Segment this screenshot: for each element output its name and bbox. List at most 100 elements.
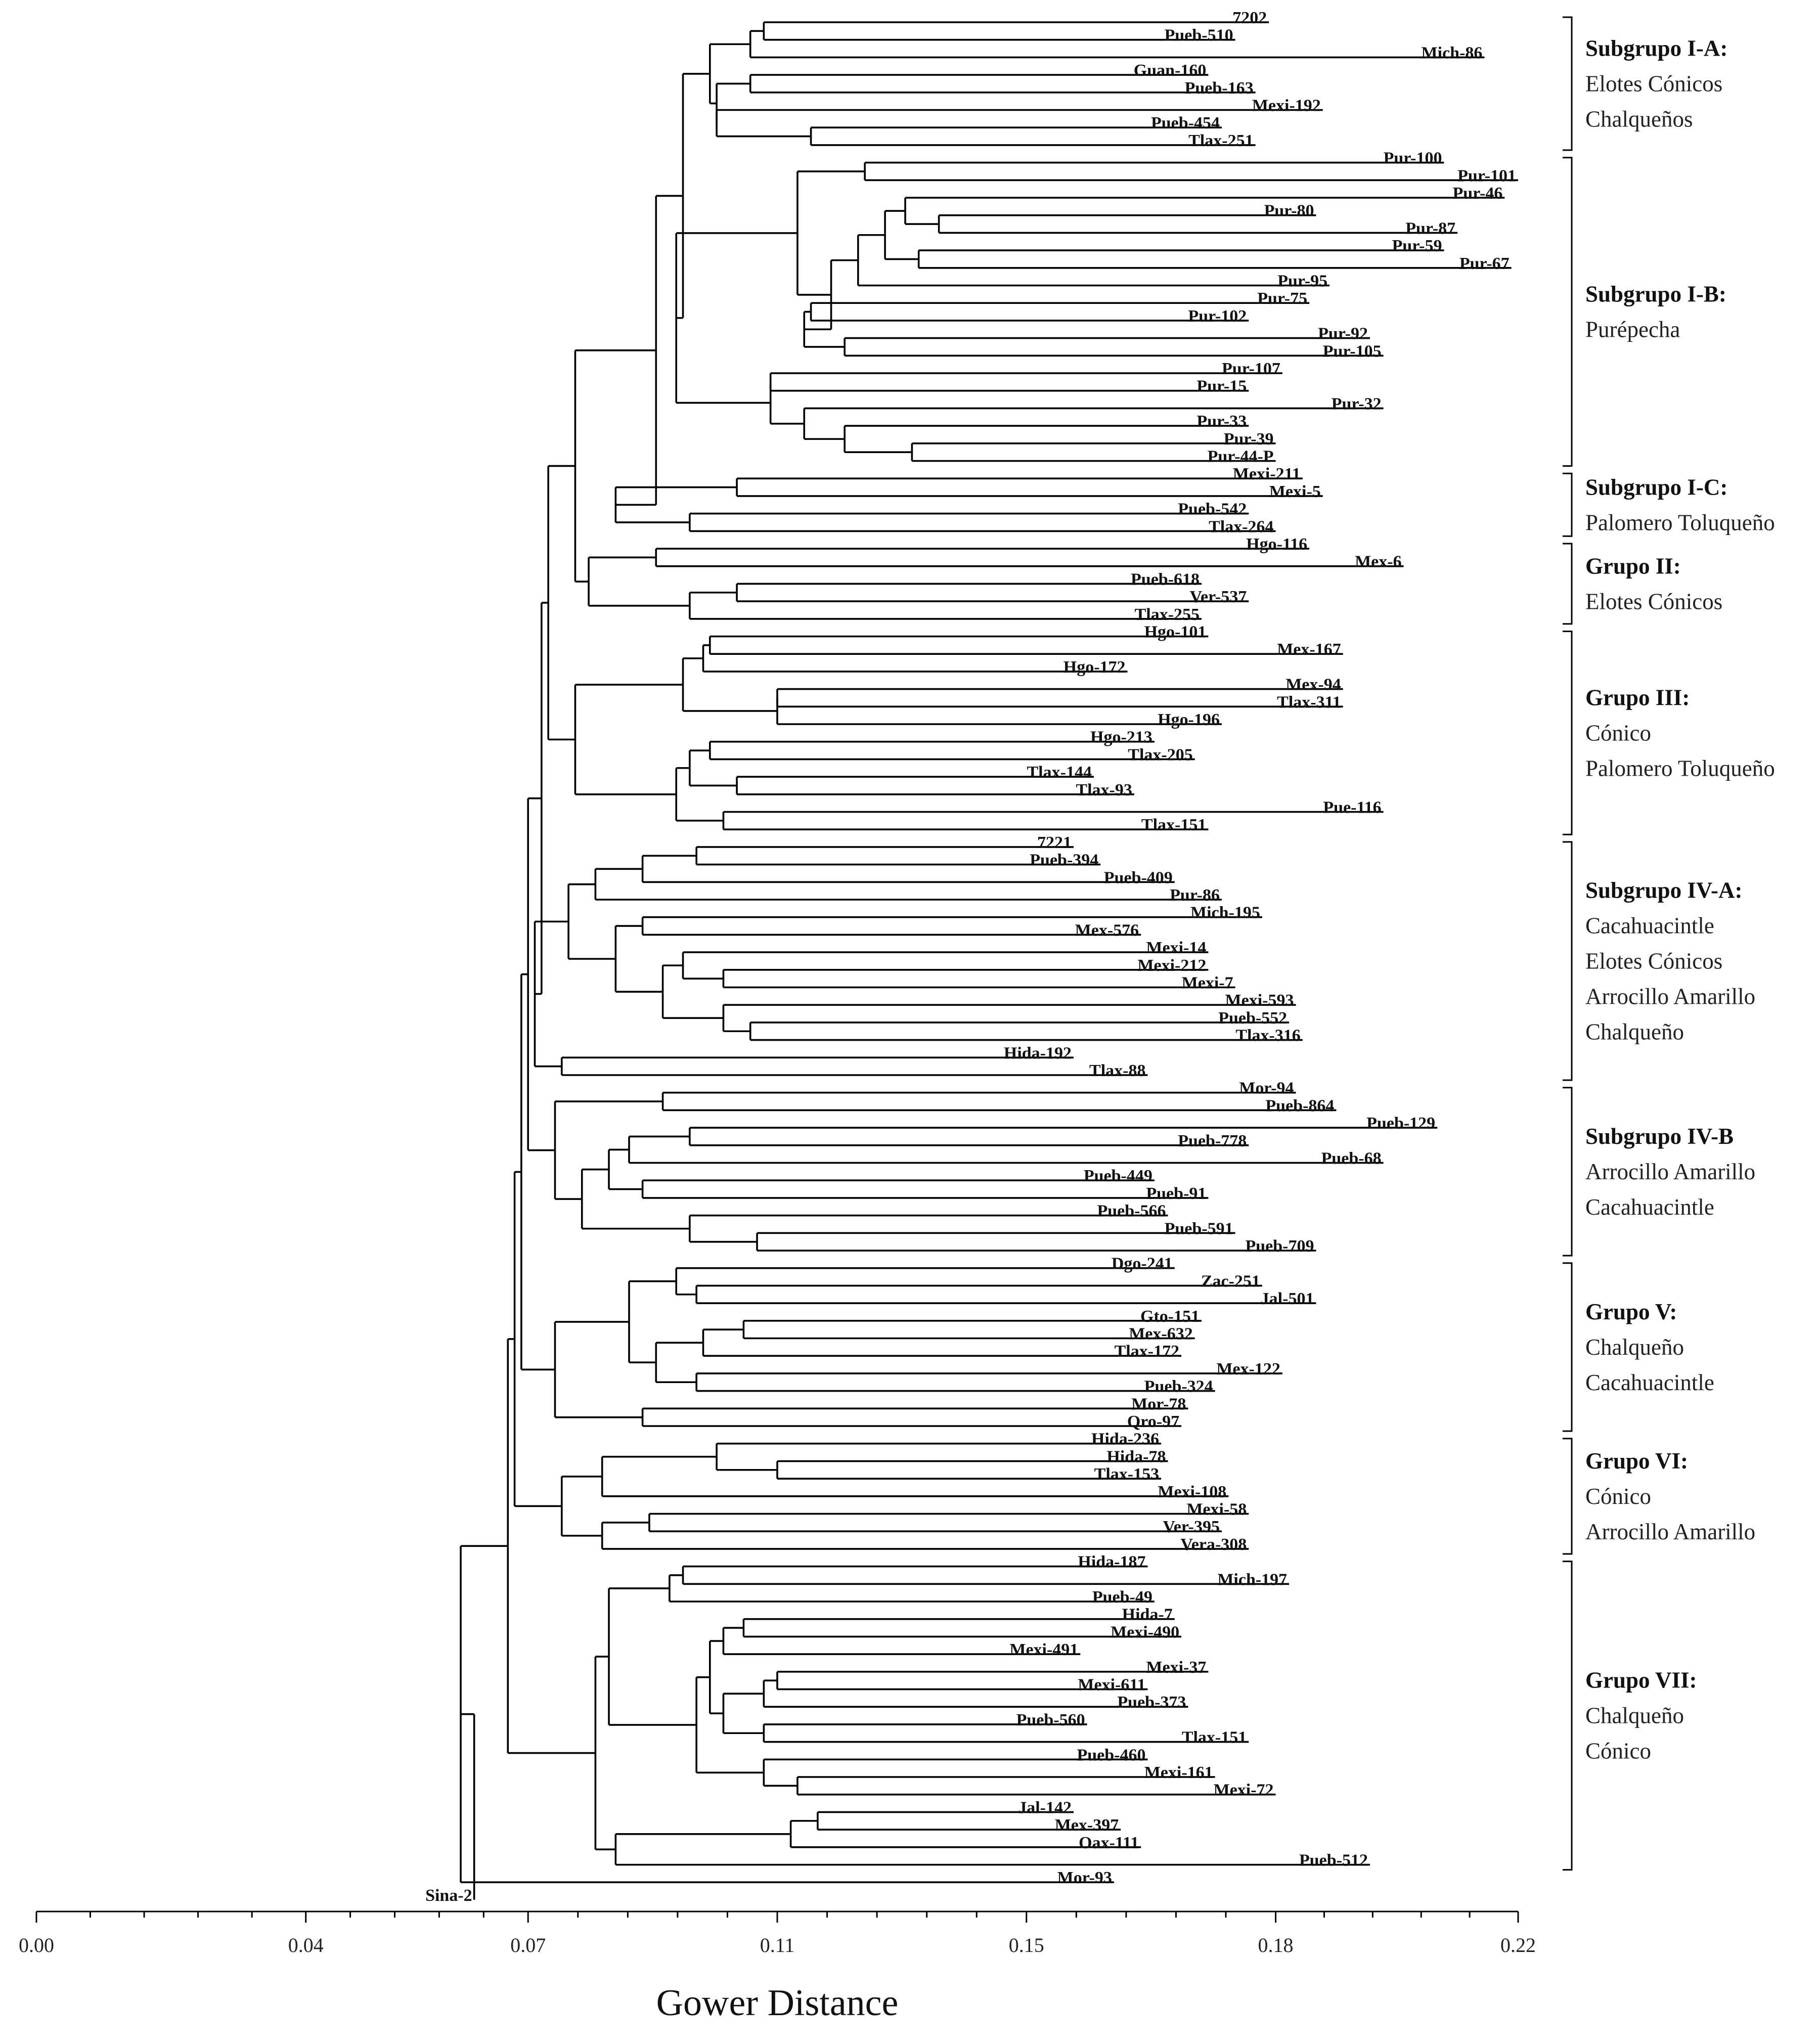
leaf-label: Tlax-151 [1141,816,1206,834]
group-description: Cacahuacintle [1585,1194,1714,1220]
leaf-lines-and-labels: 7202Pueb-510Mich-86Guan-160Pueb-163Mexi-… [425,9,1518,1905]
leaf-label: Mexi-7 [1182,974,1233,993]
leaf-label: Pueb-864 [1265,1096,1334,1115]
leaf-label: Pueb-394 [1030,851,1098,870]
group-description: Arrocillo Amarillo [1585,984,1755,1009]
group-description: Chalqueño [1585,1703,1684,1728]
group-description: Chalqueño [1585,1019,1684,1044]
leaf-label: Tlax-264 [1209,517,1273,536]
leaf-label: Hgo-172 [1063,658,1126,677]
x-axis: 0.00 0.04 0.07 0.11 0.15 0.18 0.22 Gower Dista… [19,1910,1536,2024]
leaf-label: Mexi-37 [1146,1658,1206,1677]
leaf-label: Pur-95 [1277,272,1327,291]
x-tick-label: 0.18 [1258,1934,1294,1957]
leaf-label: Pur-39 [1224,430,1274,449]
leaf-label: Pueb-163 [1185,79,1254,98]
group-title: Grupo II: [1585,553,1681,579]
x-axis-ticks: 0.00 0.04 0.07 0.11 0.15 0.18 0.22 [19,1912,1536,1957]
leaf-label: Mex-167 [1277,640,1341,659]
group-title: Subgrupo IV-A: [1585,877,1743,903]
leaf-label: Mex-632 [1129,1325,1193,1344]
leaf-label: Pueb-373 [1117,1693,1186,1712]
x-tick-label: 0.07 [510,1934,546,1957]
leaf-label: Pueb-324 [1144,1378,1213,1396]
group-description: Chalqueños [1585,106,1693,131]
leaf-label: 7202 [1232,9,1267,27]
leaf-label: Pur-100 [1384,149,1442,168]
x-tick-label: 0.04 [288,1934,324,1957]
leaf-label: Mor-93 [1057,1869,1112,1887]
leaf-label: Mexi-490 [1111,1623,1179,1641]
group-bracket [1563,841,1573,1081]
leaf-label: Hgo-116 [1246,535,1307,554]
tree-branches [460,22,940,1900]
leaf-label: Pur-15 [1196,377,1247,396]
leaf-label: Pur-105 [1323,342,1382,361]
group-description: Cónico [1585,1739,1651,1764]
group-title: Subgrupo I-A: [1585,35,1727,61]
x-tick-label: 0.00 [19,1934,54,1957]
leaf-label: Pur-101 [1457,166,1516,185]
leaf-label: Jal-142 [1018,1798,1072,1817]
leaf-label: Hgo-196 [1158,710,1220,729]
leaf-label: Pueb-129 [1366,1114,1435,1133]
leaf-label: Mor-94 [1239,1079,1294,1098]
group-description: Palomero Toluqueño [1585,756,1775,781]
leaf-label: Pur-33 [1196,412,1247,431]
leaf-label: Mexi-211 [1233,465,1301,483]
leaf-label: Ver-395 [1163,1518,1220,1536]
leaf-label: Tlax-151 [1182,1728,1247,1747]
leaf-label: Mexi-161 [1144,1763,1213,1782]
leaf-label: Pueb-618 [1131,570,1200,589]
group-title: Subgrupo I-C: [1585,474,1727,500]
group-bracket [1563,1262,1573,1432]
group-title: Grupo VII: [1585,1668,1697,1693]
leaf-label: Pur-59 [1392,237,1442,255]
leaf-label: Pur-44-P [1208,448,1274,466]
leaf-label: Pur-102 [1188,307,1247,326]
leaf-label: Hgo-213 [1090,728,1152,747]
leaf-label: Mexi-611 [1078,1676,1145,1695]
leaf-label: Hida-187 [1078,1553,1145,1572]
leaf-label: Mexi-108 [1158,1483,1226,1501]
leaf-label: Hida-192 [1004,1044,1072,1062]
x-tick-label: 0.11 [760,1934,795,1957]
leaf-label: Oax-111 [1079,1834,1139,1852]
leaf-label: Hida-78 [1106,1447,1166,1466]
leaf-label: Vera-308 [1180,1535,1247,1554]
group-description: Chalqueño [1585,1335,1684,1360]
leaf-label: Gto-151 [1140,1307,1200,1326]
leaf-label: Pur-46 [1453,184,1503,203]
leaf-label: Mex-576 [1075,921,1139,940]
leaf-label: Pur-67 [1459,254,1510,273]
leaf-label: Pueb-510 [1165,26,1233,45]
group-title: Subgrupo IV-B [1585,1124,1734,1149]
leaf-label: Mex-122 [1216,1360,1280,1379]
group-description: Cacahuacintle [1585,1370,1714,1395]
leaf-label: Tlax-144 [1027,763,1092,782]
group-description: Arrocillo Amarillo [1585,1159,1755,1184]
x-tick-label: 0.22 [1500,1934,1536,1957]
leaf-label: Mor-78 [1131,1395,1186,1413]
group-description: Elotes Cónicos [1585,71,1722,96]
group-description: Cacahuacintle [1585,913,1714,938]
leaf-label: Pueb-709 [1245,1237,1314,1256]
leaf-label: Mex-94 [1285,676,1341,694]
leaf-label: Mexi-72 [1214,1781,1274,1800]
leaf-label: Pueb-409 [1104,868,1173,887]
group-title: Subgrupo I-B: [1585,282,1726,307]
leaf-label: Pueb-560 [1016,1711,1085,1729]
group-bracket [1563,1438,1573,1555]
leaf-label: Mich-197 [1217,1570,1287,1589]
group-description: Palomero Toluqueño [1585,510,1775,535]
group-description: Arrocillo Amarillo [1585,1519,1755,1544]
leaf-label: Zac-251 [1201,1272,1260,1291]
leaf-label: Mexi-212 [1137,956,1206,975]
leaf-label: Mexi-491 [1009,1640,1078,1659]
leaf-label: Hida-7 [1122,1606,1173,1624]
leaf-label: Sina-2 [425,1886,472,1905]
leaf-label: Mexi-192 [1252,97,1321,115]
group-description: Cónico [1585,720,1651,745]
leaf-label: Pueb-778 [1178,1132,1247,1150]
group-description: Cónico [1585,1484,1651,1509]
